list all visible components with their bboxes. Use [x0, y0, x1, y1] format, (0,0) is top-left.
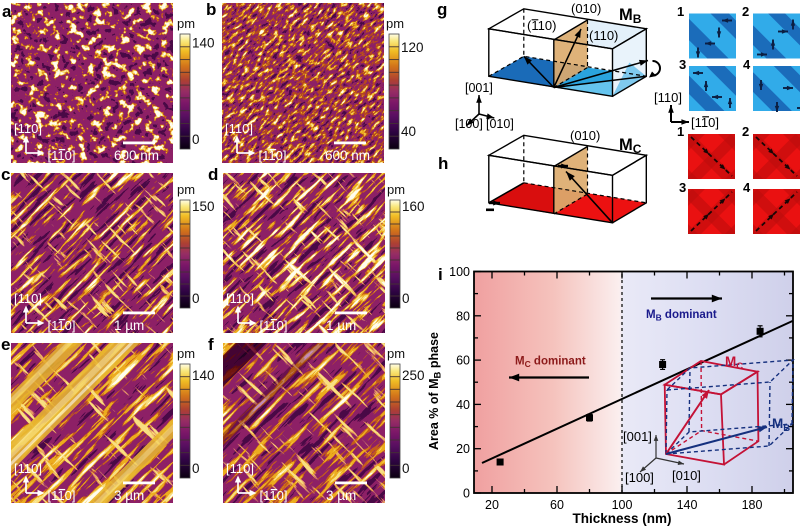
svg-text:600 nm: 600 nm: [114, 148, 159, 163]
svg-text:[001]: [001]: [465, 81, 493, 95]
svg-text:140: 140: [677, 498, 698, 512]
svg-text:[110]: [110]: [691, 115, 719, 130]
svg-text:[001]: [001]: [623, 429, 652, 444]
svg-text:[110]: [110]: [226, 461, 254, 476]
svg-text:[110]: [110]: [654, 90, 682, 105]
svg-text:pm: pm: [387, 346, 405, 361]
svg-text:MB dominant: MB dominant: [646, 309, 717, 323]
svg-text:60: 60: [456, 354, 470, 368]
svg-text:4: 4: [743, 57, 751, 72]
svg-text:250: 250: [402, 368, 425, 383]
svg-text:pm: pm: [177, 346, 195, 361]
svg-text:0: 0: [192, 461, 200, 476]
svg-text:20: 20: [456, 442, 470, 456]
svg-text:[110]: [110]: [260, 318, 288, 333]
svg-text:40: 40: [456, 398, 470, 412]
svg-text:[100]: [100]: [455, 117, 483, 131]
svg-text:100: 100: [612, 498, 633, 512]
svg-text:pm: pm: [387, 182, 405, 197]
svg-text:140: 140: [192, 36, 215, 51]
svg-text:80: 80: [456, 309, 470, 323]
svg-text:[110]: [110]: [259, 148, 287, 163]
svg-text:2: 2: [742, 4, 749, 19]
svg-text:1: 1: [677, 4, 684, 19]
svg-text:0: 0: [192, 291, 200, 306]
svg-text:1 µm: 1 µm: [114, 318, 144, 333]
svg-text:3 µm: 3 µm: [114, 488, 144, 503]
svg-text:(110): (110): [527, 18, 556, 33]
svg-text:[110]: [110]: [14, 121, 42, 136]
svg-text:[110]: [110]: [225, 121, 253, 136]
svg-text:3: 3: [679, 180, 686, 195]
svg-text:[110]: [110]: [14, 291, 42, 306]
svg-text:180: 180: [742, 498, 763, 512]
svg-text:[110]: [110]: [48, 488, 76, 503]
svg-text:[100]: [100]: [625, 470, 654, 485]
svg-text:100: 100: [449, 265, 470, 279]
svg-text:3 µm: 3 µm: [326, 488, 356, 503]
svg-text:[110]: [110]: [14, 461, 42, 476]
svg-text:Area % of MB phase: Area % of MB phase: [427, 332, 444, 450]
svg-text:40: 40: [401, 124, 416, 139]
svg-text:(010): (010): [570, 128, 600, 143]
svg-text:600 nm: 600 nm: [325, 148, 370, 163]
svg-text:140: 140: [192, 368, 215, 383]
svg-text:60: 60: [550, 498, 564, 512]
svg-text:pm: pm: [177, 182, 195, 197]
svg-text:160: 160: [402, 199, 425, 214]
svg-text:0: 0: [463, 487, 470, 501]
svg-text:[010]: [010]: [486, 117, 514, 131]
svg-text:[110]: [110]: [260, 488, 288, 503]
svg-text:1 µm: 1 µm: [326, 318, 356, 333]
svg-text:MC dominant: MC dominant: [515, 356, 586, 370]
svg-text:pm: pm: [177, 16, 195, 31]
svg-text:3: 3: [679, 57, 686, 72]
svg-text:[010]: [010]: [672, 468, 701, 483]
svg-text:0: 0: [402, 291, 410, 306]
svg-text:4: 4: [743, 180, 751, 195]
svg-text:(010): (010): [571, 1, 601, 16]
svg-text:150: 150: [192, 199, 215, 214]
svg-text:pm: pm: [386, 16, 404, 31]
svg-text:[110]: [110]: [48, 318, 76, 333]
svg-text:120: 120: [401, 40, 424, 55]
svg-text:Thickness (nm): Thickness (nm): [572, 511, 671, 526]
svg-text:0: 0: [192, 132, 200, 147]
svg-text:[110]: [110]: [48, 148, 76, 163]
svg-text:2: 2: [742, 124, 749, 139]
svg-text:20: 20: [485, 498, 499, 512]
svg-text:0: 0: [402, 461, 410, 476]
svg-text:1: 1: [677, 124, 684, 139]
svg-text:(110): (110): [589, 28, 618, 43]
svg-text:[110]: [110]: [226, 291, 254, 306]
